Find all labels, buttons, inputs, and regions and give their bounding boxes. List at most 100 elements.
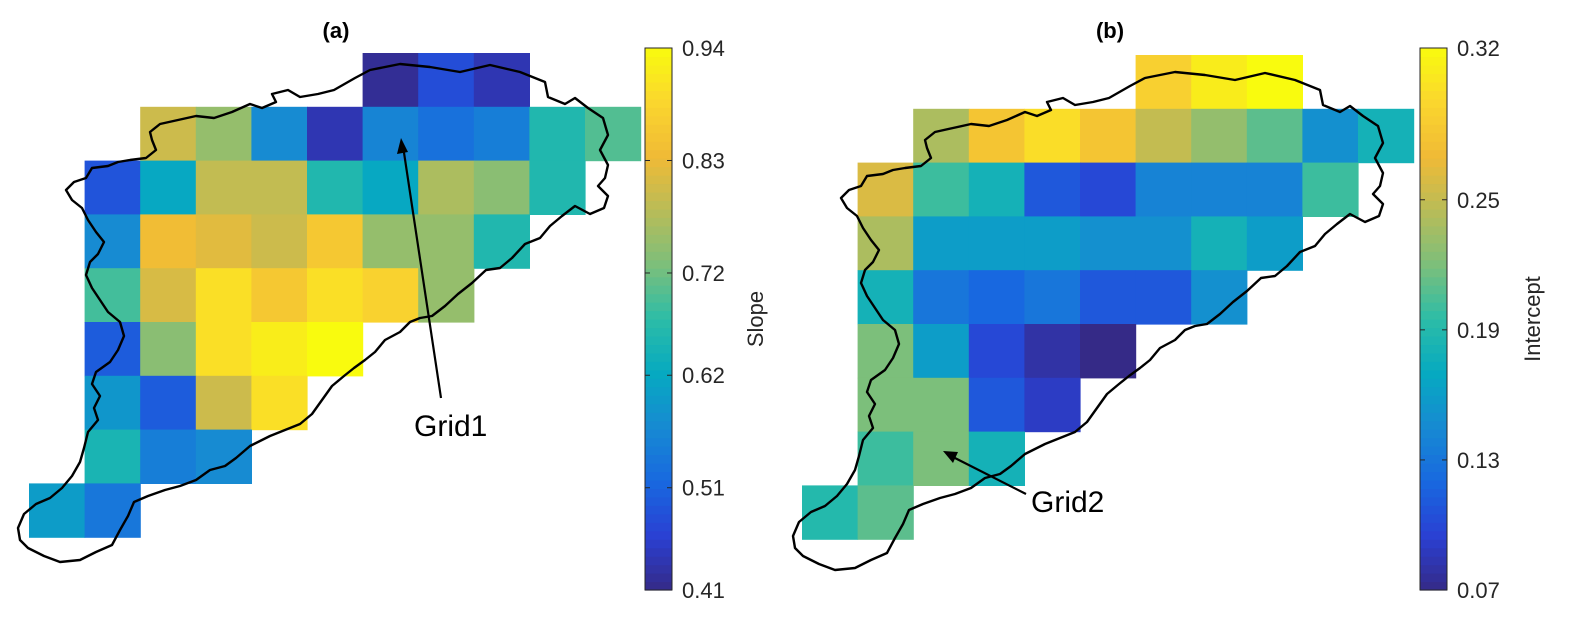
heatmap-cell bbox=[1024, 270, 1081, 325]
colorbar-segment bbox=[645, 462, 672, 473]
colorbar-segment bbox=[645, 378, 672, 388]
heatmap-cell bbox=[1080, 270, 1137, 325]
colorbar-segment bbox=[1420, 327, 1447, 337]
colorbar-segment bbox=[645, 539, 672, 549]
colorbar-segment bbox=[645, 386, 672, 396]
colorbar-segment bbox=[645, 268, 672, 278]
colorbar-segment bbox=[1420, 335, 1447, 346]
heatmap-cell bbox=[251, 214, 308, 269]
heatmap-cell bbox=[1024, 324, 1081, 379]
colorbar-segment bbox=[645, 90, 672, 100]
colorbar-segment bbox=[1420, 488, 1447, 498]
heatmap-cell bbox=[1024, 108, 1081, 164]
colorbar-segment bbox=[645, 327, 672, 337]
heatmap-cell bbox=[1080, 108, 1137, 164]
colorbar-segment bbox=[645, 124, 672, 134]
colorbar-segment bbox=[645, 242, 672, 252]
heatmap-cell bbox=[195, 214, 252, 269]
grid2-label: Grid2 bbox=[1031, 486, 1104, 519]
colorbar-segment bbox=[645, 234, 672, 244]
colorbar-segment bbox=[1420, 513, 1447, 523]
heatmap-cell bbox=[418, 160, 475, 215]
colorbar-segment bbox=[645, 285, 672, 295]
grid2-annotation: Grid2 bbox=[943, 451, 1104, 519]
colorbar-segment bbox=[645, 522, 672, 532]
colorbar-segment bbox=[1420, 56, 1447, 66]
colorbar-segment bbox=[645, 556, 672, 566]
colorbar-segment bbox=[1420, 208, 1447, 218]
colorbar-segment bbox=[1420, 454, 1447, 464]
colorbar-segment bbox=[645, 183, 672, 193]
heatmap-cell bbox=[362, 268, 419, 323]
heatmap-cell bbox=[857, 485, 914, 540]
colorbar-tick-label: 0.25 bbox=[1457, 188, 1500, 213]
heatmap-cell bbox=[968, 270, 1025, 325]
colorbar-segment bbox=[645, 310, 672, 320]
colorbar-segment bbox=[645, 352, 672, 362]
colorbar-segment bbox=[645, 429, 672, 439]
heatmap-cell bbox=[1080, 216, 1137, 271]
colorbar-segment bbox=[1420, 395, 1447, 405]
grid1-arrow-line bbox=[401, 145, 443, 399]
colorbar-segment bbox=[645, 454, 672, 464]
heatmap-cell bbox=[84, 483, 141, 538]
colorbar-segment bbox=[1420, 429, 1447, 439]
colorbar-segment bbox=[645, 488, 672, 498]
colorbar-segment bbox=[645, 513, 672, 523]
heatmap-cell bbox=[1246, 55, 1303, 110]
heatmap-cell bbox=[857, 377, 914, 433]
heatmap-cell bbox=[913, 324, 970, 379]
colorbar-segment bbox=[1420, 242, 1447, 252]
heatmap-cell bbox=[1191, 55, 1248, 110]
heatmap-cell bbox=[857, 162, 914, 217]
colorbar-segment bbox=[1420, 107, 1447, 117]
colorbar-segment bbox=[645, 166, 672, 176]
colorbar-segment bbox=[1420, 225, 1447, 235]
colorbar-frame bbox=[644, 47, 673, 591]
grid2-arrow-line bbox=[950, 455, 1027, 495]
colorbar-label: Slope bbox=[743, 291, 768, 347]
heatmap-cell bbox=[1191, 162, 1248, 217]
heatmap-cell bbox=[418, 106, 475, 162]
colorbar-segment bbox=[1420, 437, 1447, 447]
region-outline-b bbox=[791, 70, 1385, 572]
heatmap-cell bbox=[140, 214, 197, 269]
heatmap-cell bbox=[1024, 377, 1081, 433]
heatmap-cell bbox=[251, 268, 308, 323]
colorbar-tick-label: 0.83 bbox=[682, 148, 725, 173]
heatmap-cell bbox=[362, 214, 419, 269]
grid1-label: Grid1 bbox=[414, 410, 487, 443]
colorbar-segment bbox=[645, 505, 672, 515]
colorbar-segment bbox=[645, 64, 672, 75]
colorbar-tick-label: 0.41 bbox=[682, 578, 725, 603]
colorbar-segment bbox=[645, 200, 672, 210]
heatmap-cell bbox=[473, 160, 530, 215]
heatmap-cell bbox=[913, 162, 970, 217]
panel-a: 0.41 0.51 0.62 0.72 0.83 0.94 Slope (a) Grid1 bbox=[16, 18, 768, 603]
colorbar-tick-label: 0.32 bbox=[1457, 36, 1500, 61]
heatmap-cell bbox=[473, 53, 530, 108]
heatmap-cell bbox=[1246, 162, 1303, 217]
colorbar-segment bbox=[1420, 141, 1447, 151]
colorbar-segment bbox=[1420, 403, 1447, 413]
colorbar-segment bbox=[1420, 352, 1447, 362]
heatmap-cell bbox=[968, 216, 1025, 271]
colorbar-segment bbox=[1420, 462, 1447, 473]
heatmap-cell bbox=[968, 108, 1025, 164]
colorbar-segment bbox=[1420, 361, 1447, 371]
colorbar-segment bbox=[1420, 259, 1447, 269]
colorbar-segment bbox=[1420, 191, 1447, 202]
heatmap-cell bbox=[1191, 108, 1248, 164]
colorbar-segment bbox=[1420, 471, 1447, 481]
colorbar-segment bbox=[1420, 412, 1447, 422]
heatmap-cell bbox=[195, 268, 252, 323]
heatmap-cell bbox=[913, 377, 970, 433]
colorbar-segment bbox=[645, 115, 672, 125]
heatmap-cell bbox=[195, 429, 252, 484]
colorbar-segment bbox=[645, 319, 672, 329]
heatmap-cell bbox=[140, 322, 197, 377]
grid1-arrowhead bbox=[397, 138, 408, 154]
heatmap-cell bbox=[1191, 216, 1248, 271]
heatmap-cell bbox=[1302, 108, 1359, 164]
colorbar-segment bbox=[1420, 547, 1447, 557]
